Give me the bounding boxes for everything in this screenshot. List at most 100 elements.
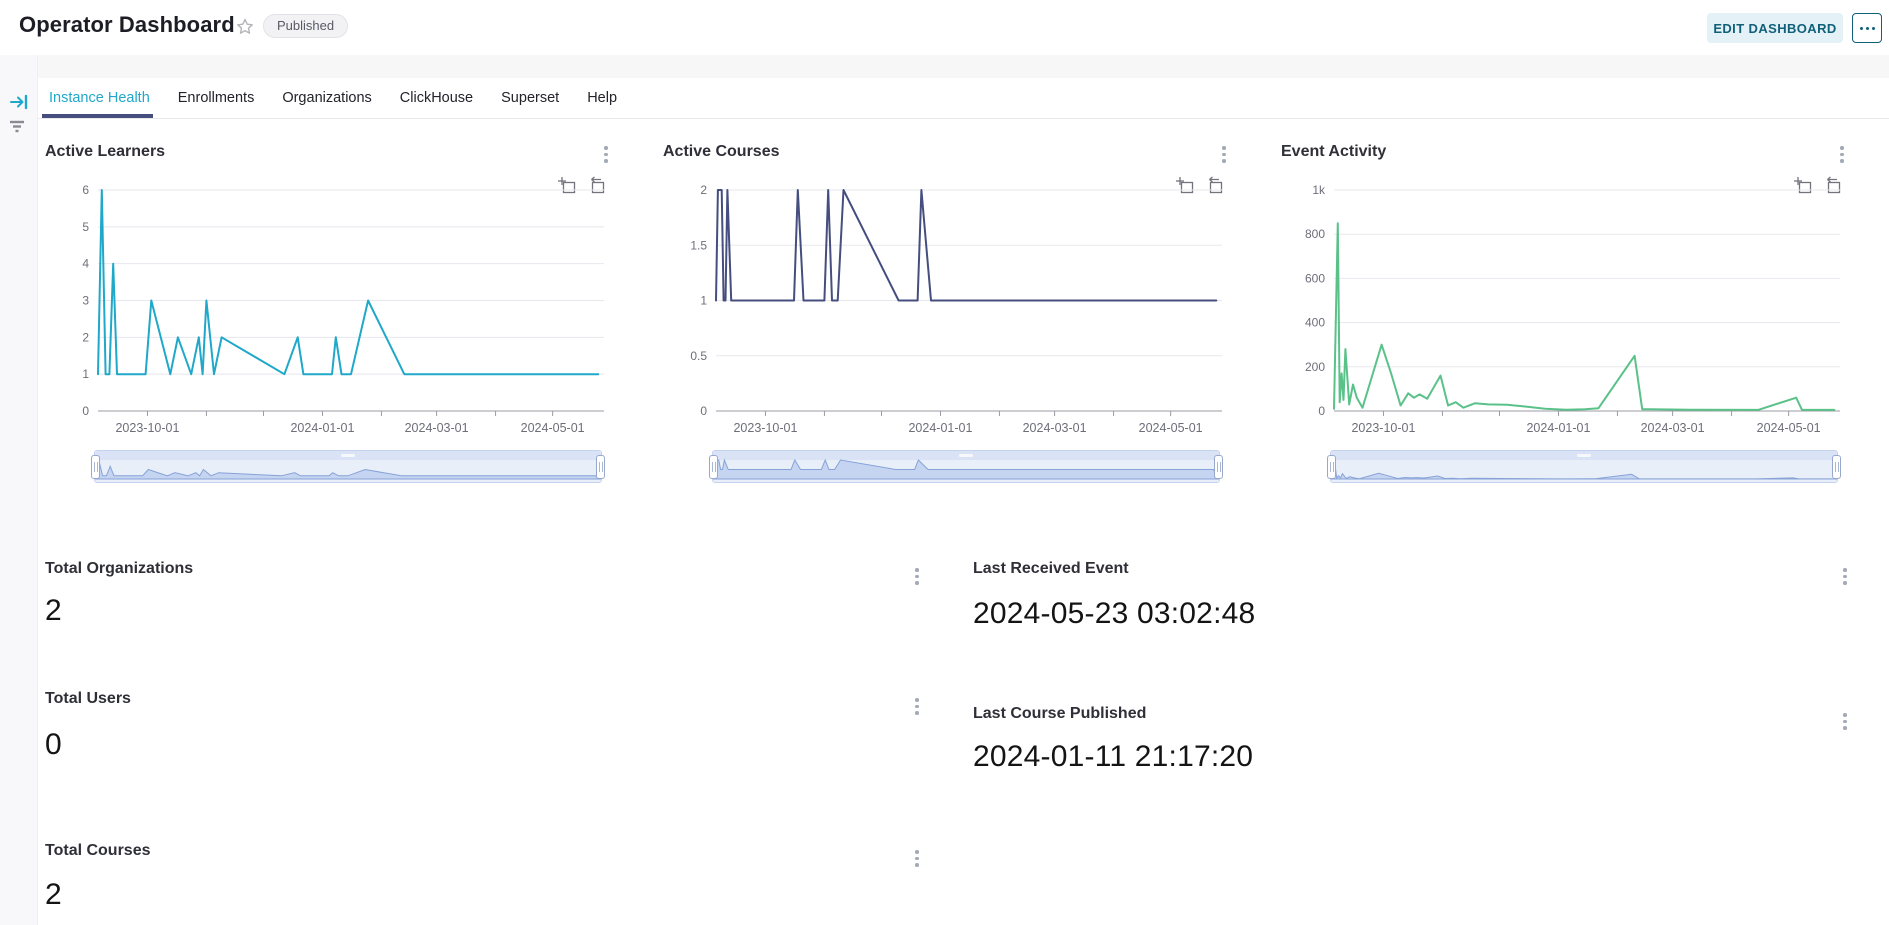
last-received-event-title: Last Received Event [973, 560, 1129, 577]
svg-text:200: 200 [1305, 360, 1325, 374]
zoom-select-icon[interactable] [1793, 176, 1813, 196]
active-learners-chart[interactable]: 0 1 2 3 4 5 6 2023-10-01 2024-01-01 2024-03-01 202… [38, 166, 656, 438]
zoom-reset-icon[interactable] [1822, 176, 1842, 196]
svg-text:2024-03-01: 2024-03-01 [1023, 421, 1087, 435]
chart-options-menu[interactable] [1840, 710, 1850, 733]
tab-enrollments[interactable]: Enrollments [177, 78, 256, 118]
dashboard-tab-bar: Instance Health Enrollments Organization… [38, 78, 1889, 119]
svg-text:0: 0 [82, 404, 89, 418]
tab-instance-health[interactable]: Instance Health [42, 78, 153, 118]
svg-text:800: 800 [1305, 227, 1325, 241]
chart-options-menu[interactable] [912, 847, 922, 870]
svg-text:2024-01-01: 2024-01-01 [1526, 421, 1590, 435]
total-courses-title: Total Courses [45, 842, 151, 859]
header: Operator Dashboard Published EDIT DASHBO… [0, 0, 1889, 55]
svg-text:1: 1 [700, 294, 707, 308]
tab-superset[interactable]: Superset [500, 78, 560, 118]
slider-handle-right[interactable] [1214, 455, 1223, 479]
svg-text:2024-05-01: 2024-05-01 [1139, 421, 1203, 435]
chart-title: Active Learners [45, 143, 166, 160]
slider-grip[interactable] [1577, 454, 1591, 457]
slider-handle-right[interactable] [596, 455, 605, 479]
zoom-select-icon[interactable] [1175, 176, 1195, 196]
ellipsis-icon [1859, 26, 1875, 30]
chart-options-menu[interactable] [1840, 565, 1850, 588]
chart-card-active-courses: Active Courses 0 0.5 1 1.5 2 2023-10-01 2024-0… [656, 130, 1274, 500]
event-activity-range-slider[interactable] [1327, 450, 1841, 483]
svg-text:400: 400 [1305, 316, 1325, 330]
chart-toolbox [557, 176, 606, 196]
svg-text:1k: 1k [1312, 183, 1326, 197]
published-badge[interactable]: Published [263, 14, 349, 38]
total-users-title: Total Users [45, 690, 131, 707]
total-organizations-title: Total Organizations [45, 560, 194, 577]
favorite-star-icon[interactable] [235, 17, 255, 37]
tab-clickhouse[interactable]: ClickHouse [399, 78, 474, 118]
tab-organizations[interactable]: Organizations [281, 78, 372, 118]
svg-text:2024-05-01: 2024-05-01 [1757, 421, 1821, 435]
active-courses-chart[interactable]: 0 0.5 1 1.5 2 2023-10-01 2024-01-01 2024-03-01 2… [656, 166, 1274, 438]
slider-handle-left[interactable] [709, 455, 718, 479]
svg-text:2023-10-01: 2023-10-01 [1351, 421, 1415, 435]
chart-card-event-activity: Event Activity 0 200 400 600 800 1k 2023-10-01… [1274, 130, 1889, 500]
chart-toolbox [1793, 176, 1842, 196]
tab-label: Superset [501, 90, 560, 106]
svg-text:2024-03-01: 2024-03-01 [405, 421, 469, 435]
svg-text:1: 1 [82, 367, 89, 381]
chart-options-menu[interactable] [912, 565, 922, 588]
last-course-published-title: Last Course Published [973, 705, 1147, 722]
slider-grip[interactable] [959, 454, 973, 457]
zoom-reset-icon[interactable] [1204, 176, 1224, 196]
slider-preview [1331, 462, 1837, 480]
svg-text:2023-10-01: 2023-10-01 [733, 421, 797, 435]
last-course-published-value: 2024-01-11 21:17:20 [973, 740, 1254, 773]
chart-title: Event Activity [1281, 143, 1387, 160]
filter-sidebar-collapsed [0, 55, 38, 925]
chart-options-menu[interactable] [912, 695, 922, 718]
slider-preview [713, 458, 1219, 480]
slider-handle-left[interactable] [91, 455, 100, 479]
svg-text:0: 0 [700, 404, 707, 418]
svg-text:2: 2 [700, 183, 707, 197]
active-tab-indicator [42, 114, 153, 118]
svg-text:1.5: 1.5 [690, 238, 707, 252]
svg-text:2024-01-01: 2024-01-01 [908, 421, 972, 435]
tab-label: Help [587, 90, 618, 106]
slider-handle-right[interactable] [1832, 455, 1841, 479]
chart-options-menu[interactable] [601, 143, 611, 166]
svg-text:5: 5 [82, 220, 89, 234]
chart-options-menu[interactable] [1837, 143, 1847, 166]
edit-dashboard-button[interactable]: EDIT DASHBOARD [1707, 13, 1843, 43]
tab-label: Organizations [282, 90, 372, 106]
tab-help[interactable]: Help [586, 78, 618, 118]
active-learners-range-slider[interactable] [91, 450, 605, 483]
chart-card-active-learners: Active Learners 0 1 2 3 4 5 6 2023-10-01 2024-01… [38, 130, 656, 500]
tab-label: ClickHouse [399, 90, 474, 106]
svg-text:600: 600 [1305, 271, 1325, 285]
svg-text:6: 6 [82, 183, 89, 197]
tab-label: Instance Health [49, 90, 150, 106]
total-users-value: 0 [45, 728, 62, 761]
svg-text:0.5: 0.5 [690, 349, 707, 363]
zoom-select-icon[interactable] [557, 176, 577, 196]
expand-filters-icon[interactable] [9, 93, 29, 116]
more-options-button[interactable] [1852, 13, 1882, 43]
svg-text:2024-01-01: 2024-01-01 [290, 421, 354, 435]
active-courses-range-slider[interactable] [709, 450, 1223, 483]
slider-handle-left[interactable] [1327, 455, 1336, 479]
total-courses-value: 2 [45, 878, 62, 911]
event-activity-chart[interactable]: 0 200 400 600 800 1k 2023-10-01 2024-01-01 2024-… [1274, 166, 1889, 438]
zoom-reset-icon[interactable] [586, 176, 606, 196]
svg-text:2: 2 [82, 330, 89, 344]
slider-grip[interactable] [341, 454, 355, 457]
chart-options-menu[interactable] [1219, 143, 1229, 166]
svg-text:4: 4 [82, 257, 89, 271]
page-title: Operator Dashboard [19, 12, 235, 37]
total-organizations-value: 2 [45, 594, 62, 627]
last-received-event-value: 2024-05-23 03:02:48 [973, 597, 1256, 630]
svg-text:3: 3 [82, 294, 89, 308]
filter-icon[interactable] [6, 117, 28, 140]
chart-title: Active Courses [663, 143, 780, 160]
svg-text:0: 0 [1318, 404, 1325, 418]
